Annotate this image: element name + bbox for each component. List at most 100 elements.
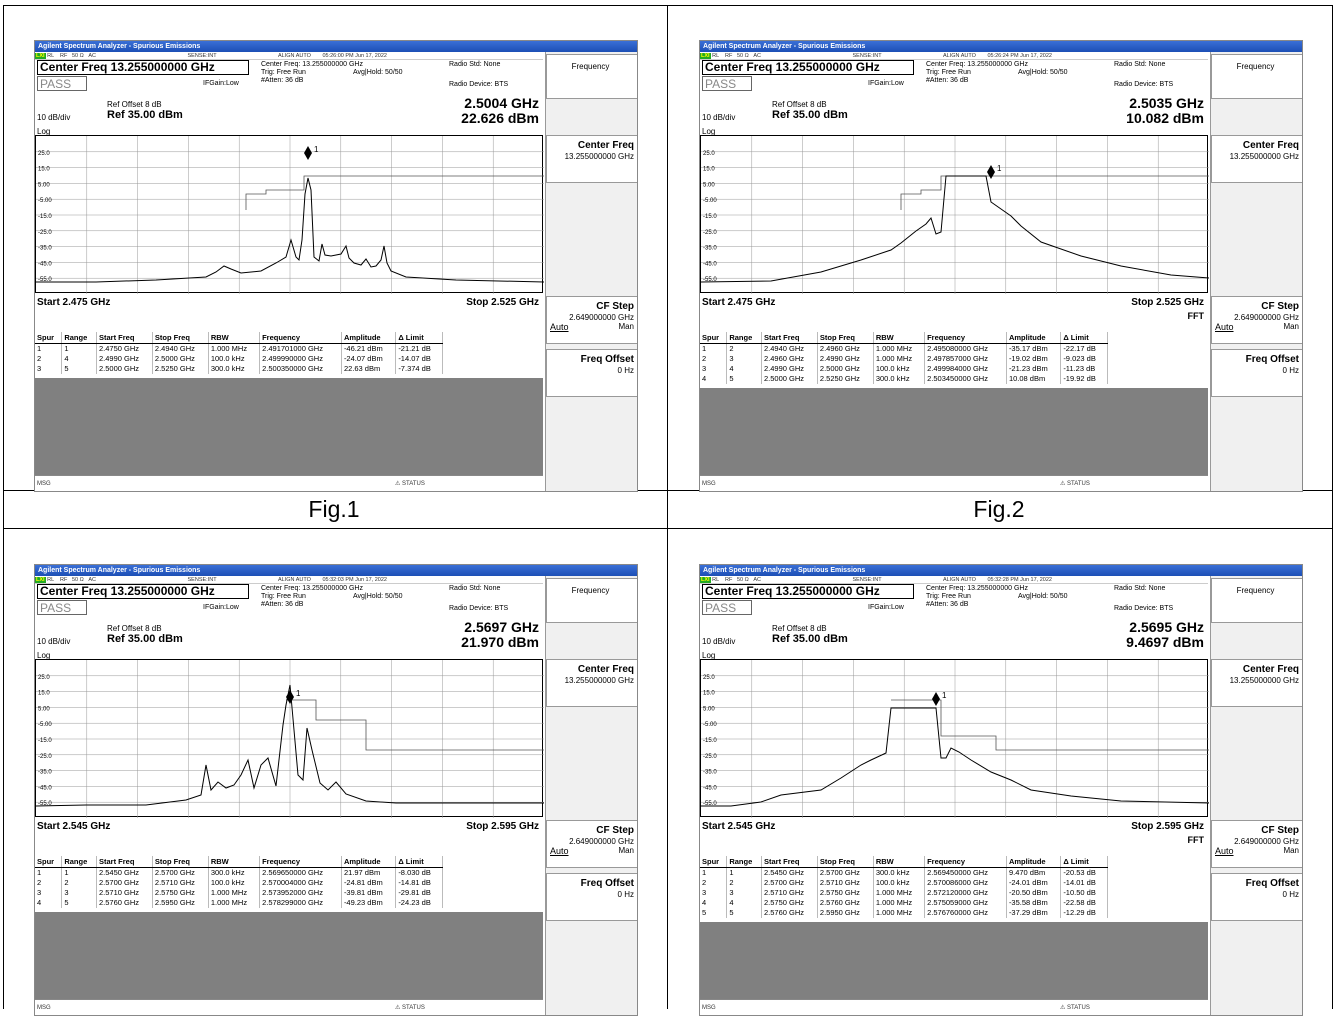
spectrum-plot[interactable]: 25.0 15.0 5.00 -5.00 -15.0 -25.0 -35.0 -45.0 -55…: [700, 659, 1209, 818]
scale-label: 10 dB/div: [37, 113, 71, 122]
freq-offset-softkey[interactable]: Freq Offset 0 Hz: [546, 349, 637, 397]
column-header: RBW: [873, 856, 926, 868]
cell: -14.01 dB: [1060, 877, 1108, 888]
cf-step-softkey[interactable]: CF Step 2.649000000 GHz Auto Man: [546, 296, 637, 344]
auto-option[interactable]: Auto: [550, 846, 569, 856]
auto-option[interactable]: Auto: [1215, 846, 1234, 856]
cell: 1.000 MHz: [873, 907, 926, 918]
cell: -19.92 dB: [1060, 373, 1108, 384]
cf-step-softkey[interactable]: CF Step 2.649000000 GHz Auto Man: [546, 820, 637, 868]
freq-offset-label: Freq Offset: [580, 354, 634, 365]
column-header: Start Freq: [96, 856, 153, 868]
center-freq-softkey[interactable]: Center Freq 13.255000000 GHz: [1211, 659, 1302, 707]
marker-amplitude: 21.970 dBm: [461, 634, 539, 650]
y-tick: 15.0: [38, 691, 50, 697]
cell: -35.58 dBm: [1006, 897, 1062, 908]
auto-option[interactable]: Auto: [1215, 322, 1234, 332]
man-option[interactable]: Man: [1283, 846, 1299, 855]
cell: 2: [726, 343, 762, 354]
marker-diamond-icon[interactable]: [987, 165, 995, 179]
marker-diamond-icon[interactable]: [286, 690, 294, 704]
marker-diamond-icon[interactable]: [932, 692, 940, 706]
freq-offset-softkey[interactable]: Freq Offset 0 Hz: [1211, 349, 1302, 397]
column-header: Frequency: [924, 332, 1007, 344]
cell: 4: [61, 353, 97, 364]
column-header: Range: [726, 332, 762, 344]
cell: -12.29 dB: [1060, 907, 1108, 918]
center-freq-softkey[interactable]: Center Freq 13.255000000 GHz: [546, 659, 637, 707]
column-header: RBW: [208, 856, 261, 868]
cell: 300.0 kHz: [873, 867, 926, 878]
align-label: ALIGN AUTO: [942, 577, 976, 583]
spur-table: Spur Range Start Freq Stop Freq RBW Frequency…: [35, 856, 443, 908]
spectrum-plot[interactable]: 25.0 15.0 5.00 -5.00 -15.0 -25.0 -35.0 -45.0 -55…: [35, 659, 544, 818]
cf-step-softkey[interactable]: CF Step 2.649000000 GHz Auto Man: [1211, 820, 1302, 868]
spectrum-plot[interactable]: 25.0 15.0 5.00 -5.00 -15.0 -25.0 -35.0 -45.0 -55…: [700, 135, 1209, 294]
ac-label: AC: [88, 577, 96, 583]
center-freq-softkey[interactable]: Center Freq 13.255000000 GHz: [1211, 135, 1302, 183]
y-tick: -45.0: [38, 785, 52, 791]
cell: -20.50 dBm: [1006, 887, 1062, 898]
ref-offset: Ref Offset 8 dB: [772, 624, 827, 633]
column-header: Stop Freq: [817, 332, 874, 344]
log-label: Log: [37, 127, 51, 136]
status-indicator[interactable]: ⚠ STATUS: [1060, 481, 1090, 487]
cell: 2.5700 GHz: [152, 867, 209, 878]
man-option[interactable]: Man: [1283, 322, 1299, 331]
align-label: ALIGN AUTO: [277, 53, 311, 59]
marker-diamond-icon[interactable]: [304, 146, 312, 160]
y-tick: 5.00: [703, 182, 715, 188]
center-freq-value: 13.255000000 GHz: [564, 676, 634, 685]
center-freq-display[interactable]: Center Freq 13.255000000 GHz: [702, 584, 914, 599]
center-freq-softkey[interactable]: Center Freq 13.255000000 GHz: [546, 135, 637, 183]
cell: 10.08 dBm: [1006, 373, 1062, 384]
column-header: Δ Limit: [1060, 856, 1108, 868]
table-row-divider-1: [3, 490, 1333, 491]
message-bar: MSG ⚠ STATUS: [700, 999, 1208, 1015]
y-tick: -35.0: [38, 246, 52, 252]
column-header: Spur: [35, 332, 63, 344]
freq-offset-value: 0 Hz: [617, 366, 634, 375]
auto-option[interactable]: Auto: [550, 322, 569, 332]
status-indicator[interactable]: ⚠ STATUS: [395, 481, 425, 487]
status-indicator[interactable]: ⚠ STATUS: [395, 1005, 425, 1011]
man-option[interactable]: Man: [618, 322, 634, 331]
scale-label: 10 dB/div: [702, 113, 736, 122]
center-freq-display[interactable]: Center Freq 13.255000000 GHz: [702, 60, 914, 75]
msg-label: MSG: [37, 481, 51, 487]
empty-table-area: [35, 912, 543, 999]
scale-label: 10 dB/div: [37, 637, 71, 646]
center-freq-display[interactable]: Center Freq 13.255000000 GHz: [37, 584, 249, 599]
atten-label: #Atten: 36 dB: [261, 77, 304, 84]
frequency-menu-title: Frequency: [546, 54, 637, 99]
table-row: 1 1 2.4750 GHz 2.4940 GHz 1.000 MHz 2.4917010…: [35, 343, 443, 354]
spectrum-plot[interactable]: 25.0 15.0 5.00 -5.00 -15.0 -25.0 -35.0 -45.0 -55…: [35, 135, 544, 294]
stop-freq: Stop 2.525 GHz: [466, 297, 539, 308]
table-row: 3 3 2.5710 GHz 2.5750 GHz 1.000 MHz 2.5721200…: [700, 887, 1108, 898]
cell: 2.500350000 GHz: [259, 363, 342, 374]
figure-caption-1: Fig.1: [308, 496, 360, 522]
marker-number: 1: [314, 145, 319, 154]
marker-number: 1: [942, 691, 947, 700]
freq-offset-softkey[interactable]: Freq Offset 0 Hz: [1211, 873, 1302, 921]
cell: 2: [700, 353, 728, 364]
status-indicator[interactable]: ⚠ STATUS: [1060, 1005, 1090, 1011]
avg-hold: Avg|Hold: 50/50: [353, 593, 403, 600]
column-header: RBW: [208, 332, 261, 344]
table-row: 3 3 2.5710 GHz 2.5750 GHz 1.000 MHz 2.5739520…: [35, 887, 443, 898]
cell: 300.0 kHz: [208, 867, 261, 878]
cell: 2.499984000 GHz: [924, 363, 1007, 374]
man-option[interactable]: Man: [618, 846, 634, 855]
cell: 4: [726, 897, 762, 908]
cell: 2: [700, 877, 728, 888]
center-freq-display[interactable]: Center Freq 13.255000000 GHz: [37, 60, 249, 75]
cell: 4: [726, 363, 762, 374]
column-header: Start Freq: [96, 332, 153, 344]
cf-step-softkey[interactable]: CF Step 2.649000000 GHz Auto Man: [1211, 296, 1302, 344]
freq-offset-softkey[interactable]: Freq Offset 0 Hz: [546, 873, 637, 921]
cell: 2: [61, 877, 97, 888]
cell: -46.21 dBm: [341, 343, 397, 354]
ref-offset: Ref Offset 8 dB: [772, 100, 827, 109]
cell: 2.5710 GHz: [761, 887, 818, 898]
cell: 1: [700, 343, 728, 354]
